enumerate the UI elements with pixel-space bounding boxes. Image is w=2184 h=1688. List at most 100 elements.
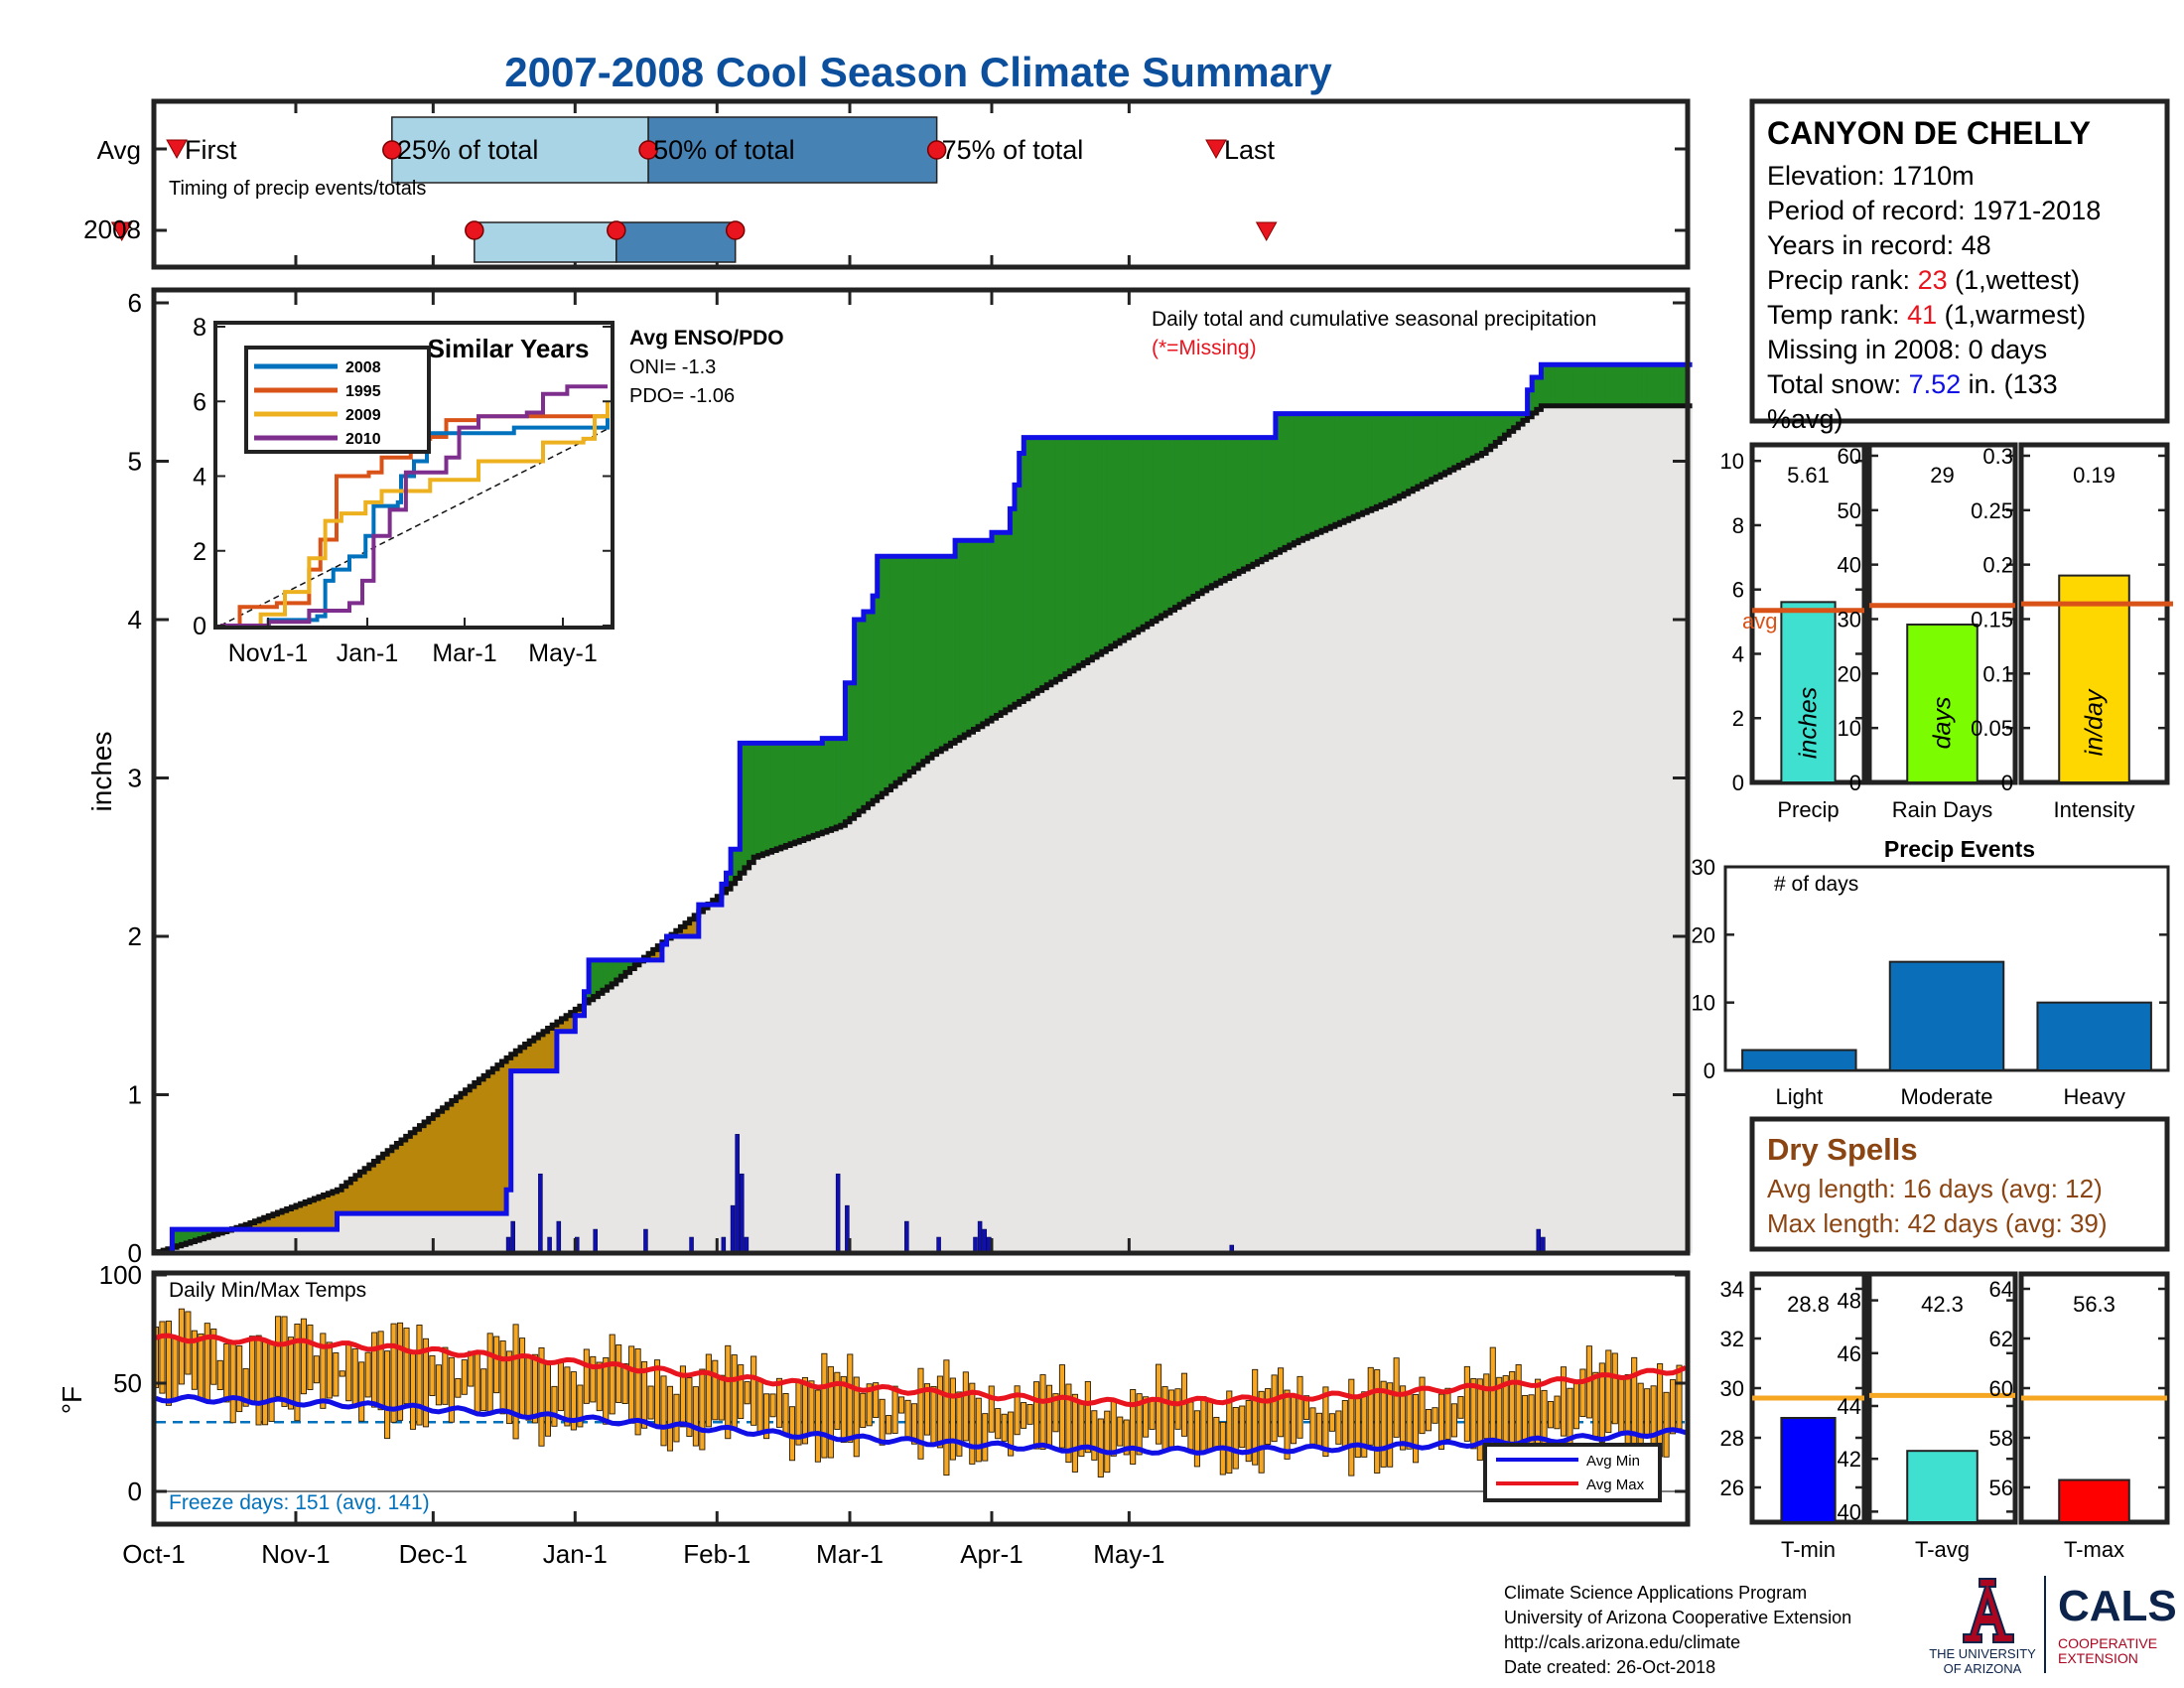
surplus-fill bbox=[964, 540, 970, 736]
daily-temp-bar bbox=[281, 1316, 288, 1407]
surplus-fill bbox=[1646, 364, 1652, 406]
surplus-fill bbox=[1037, 437, 1043, 691]
surplus-fill bbox=[1010, 508, 1016, 708]
coop-line1: COOPERATIVE bbox=[2058, 1635, 2157, 1651]
deficit-fill bbox=[424, 1122, 430, 1214]
deficit-fill bbox=[263, 1217, 269, 1230]
surplus-fill bbox=[1138, 437, 1144, 630]
daily-temp-bar bbox=[609, 1334, 615, 1415]
deficit-fill bbox=[391, 1147, 398, 1214]
surplus-fill bbox=[959, 540, 965, 738]
daily-temp-bar bbox=[1425, 1408, 1433, 1432]
deficit-fill bbox=[291, 1206, 297, 1230]
events-ytick-label: 0 bbox=[1704, 1058, 1715, 1083]
temp-title: Daily Min/Max Temps bbox=[169, 1279, 366, 1302]
tavg-panel-value: 42.3 bbox=[1921, 1292, 1964, 1317]
daily-temp-bar bbox=[1065, 1383, 1072, 1464]
main-ytick-label: 2 bbox=[128, 921, 142, 951]
surplus-fill bbox=[1664, 364, 1671, 406]
intensity-panel-ytick-label: 0 bbox=[2001, 771, 2013, 795]
daily-temp-bar bbox=[1361, 1391, 1368, 1458]
legend-1995-label: 1995 bbox=[345, 383, 381, 400]
daily-precip-bar bbox=[982, 1228, 987, 1254]
daily-temp-bar bbox=[1406, 1391, 1413, 1450]
surplus-fill bbox=[757, 743, 763, 856]
surplus-fill bbox=[1357, 413, 1364, 515]
surplus-fill bbox=[1215, 437, 1222, 584]
daily-temp-bar bbox=[1322, 1386, 1329, 1458]
daily-temp-bar bbox=[287, 1336, 295, 1410]
daily-temp-bar bbox=[776, 1377, 783, 1428]
daily-temp-bar bbox=[1341, 1400, 1348, 1450]
missing-note: (*=Missing) bbox=[1152, 337, 1257, 359]
daily-temp-bar bbox=[1419, 1376, 1426, 1435]
surplus-fill bbox=[1307, 413, 1313, 537]
intensity-panel-ytick-label: 0.1 bbox=[1982, 661, 2013, 686]
daily-temp-bar bbox=[621, 1362, 628, 1404]
legend-2010-label: 2010 bbox=[345, 431, 381, 448]
daily-temp-bar bbox=[873, 1382, 880, 1419]
surplus-fill bbox=[803, 743, 810, 839]
surplus-fill bbox=[991, 532, 998, 719]
daily-temp-bar bbox=[326, 1341, 333, 1399]
daily-temp-bar bbox=[1052, 1393, 1059, 1433]
surplus-fill bbox=[1015, 485, 1021, 705]
raindays-panel-ytick-label: 60 bbox=[1838, 444, 1861, 469]
surplus-fill bbox=[1476, 413, 1483, 456]
daily-temp-bar bbox=[943, 1359, 950, 1477]
events-ylabel: # of days bbox=[1774, 873, 1858, 896]
daily-temp-bar bbox=[1560, 1366, 1568, 1437]
surplus-fill bbox=[1655, 364, 1661, 406]
pdo-value: PDO= -1.06 bbox=[629, 385, 735, 407]
station-elevation: Elevation: 1710m bbox=[1767, 161, 1975, 191]
daily-temp-bar bbox=[891, 1385, 898, 1434]
avg-25-50-box bbox=[391, 116, 649, 184]
surplus-fill bbox=[996, 532, 1002, 716]
month-label: Nov-1 bbox=[261, 1539, 330, 1569]
y2008-25-50-box bbox=[474, 221, 617, 263]
avg-p50-marker bbox=[638, 140, 658, 160]
daily-temp-bar bbox=[1297, 1375, 1303, 1439]
daily-temp-bar bbox=[468, 1350, 475, 1387]
avg-p75-marker bbox=[926, 140, 947, 160]
surplus-fill bbox=[190, 1229, 197, 1242]
temp-ytick-label: 0 bbox=[128, 1477, 142, 1506]
daily-temp-bar bbox=[666, 1385, 674, 1452]
daily-temp-bar bbox=[1091, 1410, 1098, 1461]
daily-precip-bar bbox=[510, 1220, 515, 1254]
deficit-fill bbox=[442, 1107, 448, 1214]
inset-xtick-label: Mar-1 bbox=[432, 639, 496, 667]
daily-temp-bar bbox=[274, 1316, 282, 1397]
deficit-fill bbox=[337, 1190, 342, 1214]
daily-temp-bar bbox=[596, 1361, 603, 1412]
surplus-fill bbox=[927, 556, 933, 759]
daily-temp-bar bbox=[1117, 1416, 1124, 1447]
surplus-fill bbox=[1147, 437, 1154, 625]
daily-temp-bar bbox=[756, 1378, 763, 1433]
surplus-fill bbox=[882, 556, 887, 794]
daily-temp-bar bbox=[1187, 1401, 1194, 1451]
surplus-fill bbox=[1550, 364, 1556, 406]
temp-legend-frame bbox=[1483, 1443, 1662, 1502]
surplus-fill bbox=[1262, 437, 1268, 560]
surplus-fill bbox=[1339, 413, 1345, 523]
daily-temp-bar bbox=[1302, 1395, 1310, 1420]
avg-first-marker bbox=[166, 139, 188, 160]
deficit-fill bbox=[249, 1222, 256, 1230]
surplus-fill bbox=[1362, 413, 1368, 513]
deficit-fill bbox=[341, 1186, 347, 1214]
daily-temp-bar bbox=[1450, 1403, 1457, 1438]
inset-xtick-label: Nov1-1 bbox=[228, 639, 309, 667]
daily-temp-bar bbox=[692, 1386, 699, 1447]
surplus-fill bbox=[799, 743, 805, 841]
daily-temp-bar bbox=[615, 1343, 622, 1403]
ua-line2: OF ARIZONA bbox=[1944, 1661, 2022, 1676]
surplus-fill bbox=[1157, 437, 1162, 619]
surplus-fill bbox=[1618, 364, 1625, 406]
tmax-panel-ytick-label: 58 bbox=[1989, 1426, 2013, 1451]
deficit-fill bbox=[314, 1197, 320, 1230]
daily-temp-bar bbox=[1374, 1369, 1381, 1474]
deficit-fill bbox=[401, 1139, 407, 1214]
daily-temp-bar bbox=[628, 1345, 635, 1424]
station-name: CANYON DE CHELLY bbox=[1767, 115, 2091, 151]
